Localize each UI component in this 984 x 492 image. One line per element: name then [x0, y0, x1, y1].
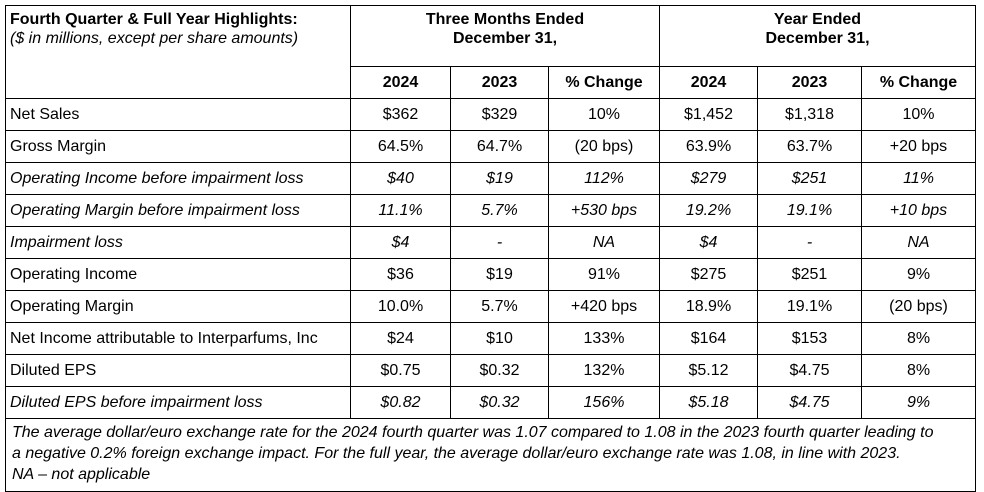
row-value: $275 — [659, 258, 758, 291]
table-title: Fourth Quarter & Full Year Highlights: — [10, 11, 298, 28]
table-row: Net Sales $362 $329 10% $1,452 $1,318 10% — [5, 98, 976, 131]
row-value: 91% — [548, 258, 660, 291]
row-value: $329 — [450, 98, 549, 131]
row-value: +420 bps — [548, 290, 660, 323]
row-value: $0.82 — [350, 386, 451, 419]
row-value: NA — [861, 226, 976, 259]
row-label: Operating Income — [5, 258, 351, 291]
row-value: 19.1% — [757, 290, 862, 323]
row-value: 63.7% — [757, 130, 862, 163]
row-value: 9% — [861, 258, 976, 291]
column-header: 2024 — [659, 66, 758, 99]
table-row: Gross Margin 64.5% 64.7% (20 bps) 63.9% 63.7%… — [5, 130, 976, 163]
row-value: $5.12 — [659, 354, 758, 387]
row-value: 63.9% — [659, 130, 758, 163]
row-value: 19.1% — [757, 194, 862, 227]
row-value: 9% — [861, 386, 976, 419]
column-header: 2024 — [350, 66, 451, 99]
row-value: 5.7% — [450, 290, 549, 323]
table-row: Net Income attributable to Interparfums,… — [5, 322, 976, 355]
row-value: $0.32 — [450, 386, 549, 419]
row-value: 5.7% — [450, 194, 549, 227]
table-row: Operating Income before impairment loss $… — [5, 162, 976, 195]
column-header: 2023 — [757, 66, 862, 99]
row-value: $24 — [350, 322, 451, 355]
row-value: 8% — [861, 322, 976, 355]
row-value: 132% — [548, 354, 660, 387]
table-row: Diluted EPS $0.75 $0.32 132% $5.12 $4.75 8% — [5, 354, 976, 387]
highlights-table: Fourth Quarter & Full Year Highlights: (… — [5, 5, 976, 492]
row-value: $0.75 — [350, 354, 451, 387]
row-value: $279 — [659, 162, 758, 195]
row-value: $4 — [659, 226, 758, 259]
row-label: Net Sales — [5, 98, 351, 131]
row-value: +530 bps — [548, 194, 660, 227]
row-value: $19 — [450, 258, 549, 291]
table-subtitle: ($ in millions, except per share amounts… — [10, 30, 299, 47]
row-value: 10.0% — [350, 290, 451, 323]
row-label: Impairment loss — [5, 226, 351, 259]
table-row: Impairment loss $4- NA $4- NA — [5, 226, 976, 259]
row-value: $251 — [757, 258, 862, 291]
row-value: $1,452 — [659, 98, 758, 131]
row-value: $4 — [350, 226, 451, 259]
row-value: $1,318 — [757, 98, 862, 131]
row-value: - — [757, 226, 862, 259]
row-value: $251 — [757, 162, 862, 195]
row-value: 133% — [548, 322, 660, 355]
row-value: $153 — [757, 322, 862, 355]
header-row-periods: Fourth Quarter & Full Year Highlights: (… — [5, 5, 976, 99]
row-label: Diluted EPS before impairment loss — [5, 386, 351, 419]
row-value: 19.2% — [659, 194, 758, 227]
row-value: - — [450, 226, 549, 259]
row-label: Diluted EPS — [5, 354, 351, 387]
row-value: 112% — [548, 162, 660, 195]
row-value: $40 — [350, 162, 451, 195]
table-row: Operating Margin before impairment loss 1… — [5, 194, 976, 227]
row-value: (20 bps) — [861, 290, 976, 323]
row-label: Operating Margin before impairment loss — [5, 194, 351, 227]
column-header: 2023 — [450, 66, 549, 99]
header-row-columns: 2024 2023 % Change 2024 2023 % Change — [6, 66, 976, 99]
row-value: 18.9% — [659, 290, 758, 323]
row-value: $4.75 — [757, 354, 862, 387]
row-value: +10 bps — [861, 194, 976, 227]
row-value: $4.75 — [757, 386, 862, 419]
row-value: 8% — [861, 354, 976, 387]
row-value: (20 bps) — [548, 130, 660, 163]
row-label: Gross Margin — [5, 130, 351, 163]
row-value: $362 — [350, 98, 451, 131]
row-value: $10 — [450, 322, 549, 355]
row-value: $0.32 — [450, 354, 549, 387]
row-value: +20 bps — [861, 130, 976, 163]
row-value: $164 — [659, 322, 758, 355]
row-value: $19 — [450, 162, 549, 195]
row-label: Operating Income before impairment loss — [5, 162, 351, 195]
row-value: 10% — [861, 98, 976, 131]
row-value: 11% — [861, 162, 976, 195]
row-label: Operating Margin — [5, 290, 351, 323]
row-value: 10% — [548, 98, 660, 131]
column-header: % Change — [861, 66, 976, 99]
table-row: Operating Margin 10.0% 5.7% +420 bps 18.9% 19… — [5, 290, 976, 323]
table-row: Diluted EPS before impairment loss $0.82 $… — [5, 386, 976, 419]
table-row: Operating Income $36 $19 91% $275 $251 9% — [5, 258, 976, 291]
row-value: 156% — [548, 386, 660, 419]
footnote: The average dollar/euro exchange rate fo… — [5, 418, 976, 492]
row-label: Net Income attributable to Interparfums,… — [5, 322, 351, 355]
three-months-header: Three Months Ended December 31, — [350, 5, 660, 67]
column-header: % Change — [548, 66, 660, 99]
row-value: 64.7% — [450, 130, 549, 163]
row-value: $36 — [350, 258, 451, 291]
row-value: NA — [548, 226, 660, 259]
table-title-cell: Fourth Quarter & Full Year Highlights: (… — [5, 5, 351, 99]
year-ended-header: Year Ended December 31, — [659, 5, 976, 67]
row-value: 64.5% — [350, 130, 451, 163]
row-value: $5.18 — [659, 386, 758, 419]
footnote-row: The average dollar/euro exchange rate fo… — [5, 418, 976, 492]
row-value: 11.1% — [350, 194, 451, 227]
